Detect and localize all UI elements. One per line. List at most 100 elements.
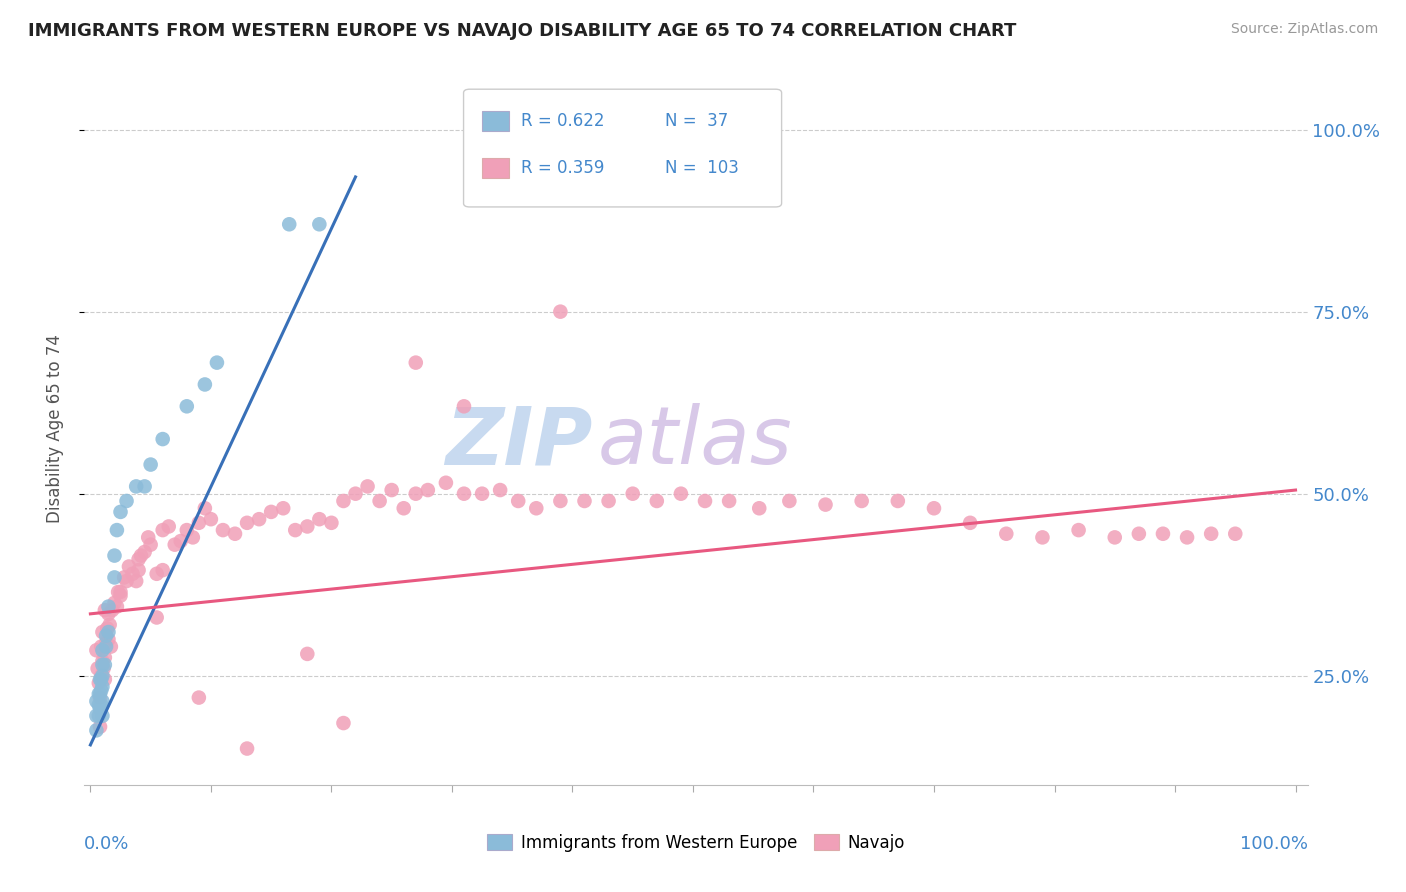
Point <box>718 494 741 508</box>
Point <box>332 494 354 508</box>
Point <box>332 716 354 731</box>
Point <box>90 640 112 654</box>
Point <box>86 661 108 675</box>
Point <box>90 698 112 712</box>
Point <box>89 673 111 687</box>
Point <box>86 708 108 723</box>
Text: Source: ZipAtlas.com: Source: ZipAtlas.com <box>1230 22 1378 37</box>
Point <box>170 534 193 549</box>
Point <box>97 625 120 640</box>
Point <box>97 599 120 614</box>
Point <box>236 516 259 530</box>
Point <box>550 494 572 508</box>
Text: N =  37: N = 37 <box>665 112 728 130</box>
Point <box>94 603 117 617</box>
Point <box>91 669 114 683</box>
Point <box>94 673 117 687</box>
Point <box>187 690 209 705</box>
Point <box>152 523 174 537</box>
Point <box>128 552 150 566</box>
Point <box>453 400 475 414</box>
Point <box>194 377 217 392</box>
Point <box>453 486 475 500</box>
Point <box>139 458 162 472</box>
Point <box>87 676 110 690</box>
Point <box>200 512 222 526</box>
Point <box>344 486 367 500</box>
Point <box>381 483 404 497</box>
Point <box>157 519 180 533</box>
Point <box>100 640 122 654</box>
FancyBboxPatch shape <box>464 89 782 207</box>
Point <box>1225 526 1247 541</box>
Point <box>405 486 427 500</box>
Point <box>87 708 110 723</box>
Point <box>995 526 1018 541</box>
Point <box>110 585 132 599</box>
Point <box>693 494 716 508</box>
Point <box>90 683 112 698</box>
Point <box>128 563 150 577</box>
Point <box>669 486 692 500</box>
Point <box>103 596 125 610</box>
Point <box>105 523 128 537</box>
Text: IMMIGRANTS FROM WESTERN EUROPE VS NAVAJO DISABILITY AGE 65 TO 74 CORRELATION CHA: IMMIGRANTS FROM WESTERN EUROPE VS NAVAJO… <box>28 22 1017 40</box>
Point <box>125 479 148 493</box>
Point <box>91 694 114 708</box>
Point <box>308 217 330 231</box>
Point <box>139 538 162 552</box>
Point <box>87 687 110 701</box>
Point <box>247 512 270 526</box>
Point <box>94 650 117 665</box>
Point <box>91 654 114 668</box>
Y-axis label: Disability Age 65 to 74: Disability Age 65 to 74 <box>45 334 63 523</box>
Point <box>308 512 330 526</box>
Point <box>91 680 114 694</box>
Point <box>86 643 108 657</box>
Point <box>96 621 118 635</box>
Point <box>86 723 108 738</box>
Point <box>94 640 117 654</box>
Point <box>748 501 770 516</box>
Point <box>508 494 530 508</box>
Point <box>101 603 124 617</box>
Point <box>89 687 111 701</box>
Text: R = 0.359: R = 0.359 <box>522 159 605 177</box>
Point <box>136 530 159 544</box>
Point <box>103 549 125 563</box>
Point <box>91 643 114 657</box>
Point <box>224 526 246 541</box>
Point <box>152 432 174 446</box>
Point <box>922 501 945 516</box>
Point <box>489 483 512 497</box>
Point <box>181 530 204 544</box>
Point <box>778 494 800 508</box>
Point <box>471 486 494 500</box>
Point <box>284 523 307 537</box>
Point <box>212 523 235 537</box>
Text: atlas: atlas <box>598 403 793 482</box>
Point <box>91 657 114 672</box>
Point <box>93 661 115 675</box>
Point <box>105 599 128 614</box>
Point <box>621 486 644 500</box>
Point <box>356 479 378 493</box>
Point <box>152 563 174 577</box>
Text: 0.0%: 0.0% <box>84 835 129 853</box>
Point <box>524 501 547 516</box>
Point <box>959 516 981 530</box>
Point <box>134 545 156 559</box>
Point <box>278 217 301 231</box>
FancyBboxPatch shape <box>482 112 509 131</box>
Point <box>1128 526 1150 541</box>
Point <box>112 570 135 584</box>
Point <box>1199 526 1222 541</box>
Point <box>89 720 111 734</box>
Point <box>176 523 198 537</box>
Point <box>89 690 111 705</box>
Legend: Immigrants from Western Europe, Navajo: Immigrants from Western Europe, Navajo <box>481 828 911 859</box>
Point <box>91 708 114 723</box>
Point <box>1175 530 1198 544</box>
Point <box>645 494 668 508</box>
FancyBboxPatch shape <box>482 158 509 178</box>
